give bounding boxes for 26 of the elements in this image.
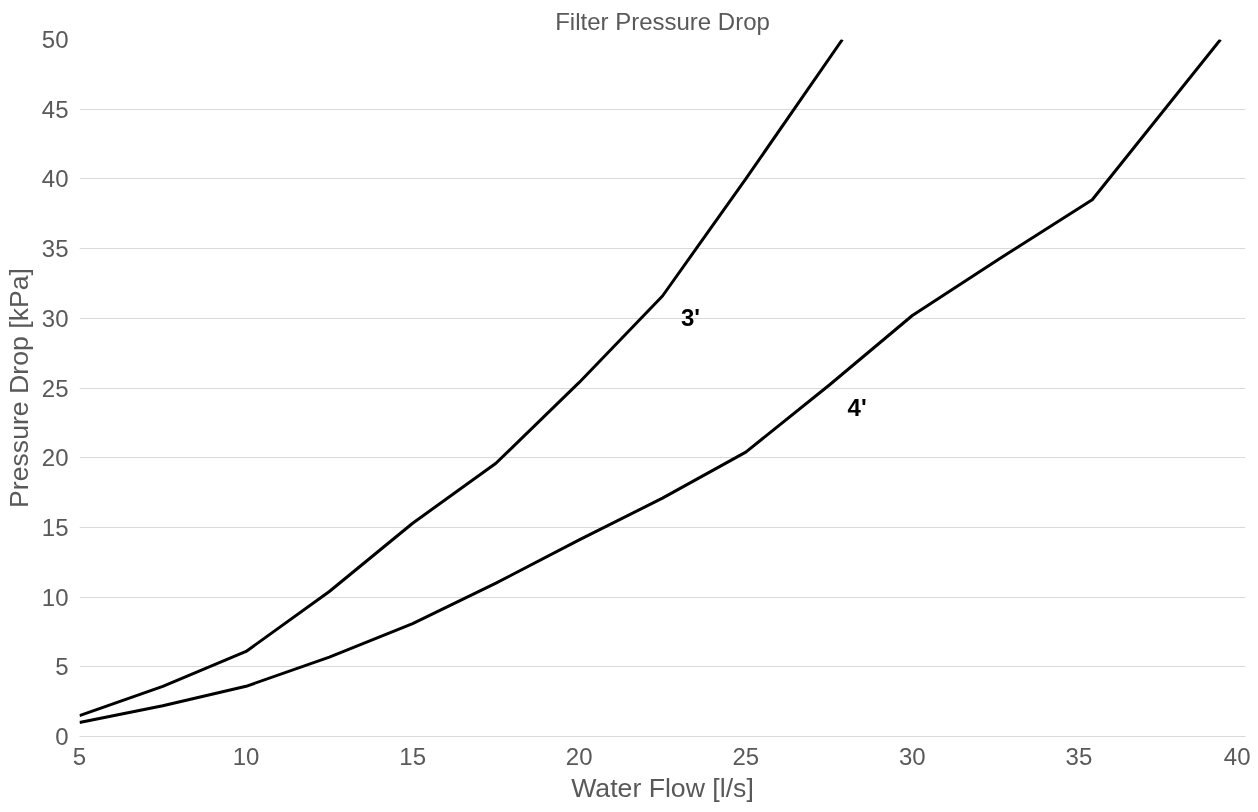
y-tick-label: 40 <box>41 165 69 193</box>
y-tick-label: 30 <box>41 304 69 332</box>
y-tick-label: 50 <box>41 26 69 53</box>
y-tick-label: 45 <box>41 95 69 123</box>
line-series <box>79 39 844 718</box>
series-label: 3' <box>680 304 701 332</box>
chart-title: Filter Pressure Drop <box>555 7 770 35</box>
series-label: 4' <box>847 393 867 421</box>
y-tick-label: 25 <box>41 374 69 402</box>
x-tick-label: 25 <box>732 742 760 770</box>
y-tick-label: 20 <box>41 444 69 472</box>
y-tick-label: 5 <box>55 653 69 681</box>
x-tick-label: 15 <box>399 742 426 770</box>
y-tick-label: 10 <box>41 583 69 611</box>
x-tick-label: 30 <box>899 742 926 770</box>
x-tick-label: 10 <box>232 742 260 770</box>
x-tick-label: 5 <box>72 742 87 770</box>
line-series <box>79 39 1223 725</box>
y-tick-label: 0 <box>55 723 69 750</box>
x-tick-label: 35 <box>1065 742 1093 770</box>
x-tick-label: 20 <box>565 742 593 770</box>
y-axis-title: Pressure Drop [kPa] <box>3 268 34 508</box>
x-axis-title: Water Flow [l/s] <box>571 772 754 803</box>
y-tick-label: 15 <box>41 513 69 541</box>
x-tick-label: 40 <box>1223 742 1251 770</box>
y-tick-label: 35 <box>41 235 69 263</box>
